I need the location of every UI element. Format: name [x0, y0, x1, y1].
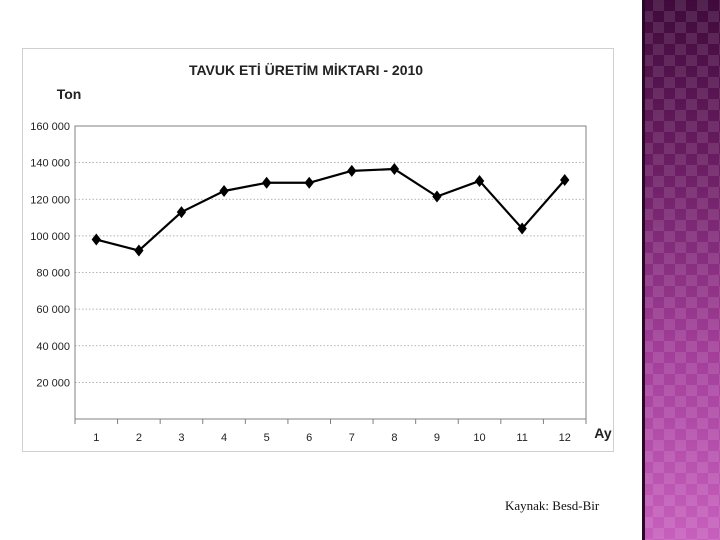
data-point-marker	[219, 185, 229, 198]
y-tick-label: 40 000	[36, 341, 70, 353]
data-point-marker	[347, 164, 357, 177]
x-tick-label: 11	[516, 432, 527, 444]
data-point-marker	[134, 244, 144, 257]
series-layer	[91, 163, 570, 257]
x-tick-label: 3	[178, 432, 184, 444]
y-tick-label: 60 000	[36, 304, 70, 316]
x-tick-label: 1	[93, 432, 99, 444]
data-point-marker	[474, 174, 485, 187]
data-point-marker	[261, 176, 272, 189]
data-point-marker	[517, 222, 527, 235]
decorative-side-band	[642, 0, 720, 540]
y-tick-label: 80 000	[36, 268, 70, 280]
x-tick-label: 4	[221, 432, 227, 444]
x-tick-label: 2	[136, 432, 142, 444]
x-tick-label: 9	[434, 432, 440, 444]
x-axis-label: Ay	[594, 425, 612, 441]
y-axis-ticks: 20 000 40 000 60 000 80 000 100 000 120 000 14…	[30, 121, 70, 389]
data-point-marker	[389, 163, 400, 176]
grid-lines	[75, 162, 586, 383]
data-point-marker	[91, 233, 101, 246]
y-tick-label: 20 000	[36, 377, 70, 389]
x-tick-label: 8	[391, 432, 397, 444]
x-tick-label: 12	[559, 432, 571, 444]
y-tick-label: 100 000	[30, 231, 70, 243]
x-tick-label: 7	[349, 432, 355, 444]
data-point-marker	[560, 174, 570, 187]
chart-frame: TAVUK ETİ ÜRETİM MİKTARI - 2010 Ton Ay 2…	[22, 48, 614, 452]
x-tick-label: 6	[306, 432, 312, 444]
chart-title: TAVUK ETİ ÜRETİM MİKTARI - 2010	[189, 62, 423, 78]
y-tick-label: 120 000	[30, 194, 70, 206]
x-tick-label: 10	[473, 432, 485, 444]
series-line	[96, 167, 566, 252]
y-tick-label: 140 000	[30, 158, 70, 170]
data-point-marker	[432, 190, 442, 203]
side-band-edge	[642, 0, 645, 540]
data-point-marker	[176, 206, 187, 219]
x-tick-label: 5	[264, 432, 270, 444]
line-chart: TAVUK ETİ ÜRETİM MİKTARI - 2010 Ton Ay 2…	[30, 62, 612, 444]
source-note: Kaynak: Besd-Bir	[505, 498, 600, 513]
y-axis-label: Ton	[57, 86, 82, 102]
y-tick-label: 160 000	[30, 121, 70, 133]
data-point-marker	[304, 176, 314, 189]
x-axis-ticks: 1 2 3 4 5 6 7 8 9 10 11 12	[74, 419, 587, 444]
